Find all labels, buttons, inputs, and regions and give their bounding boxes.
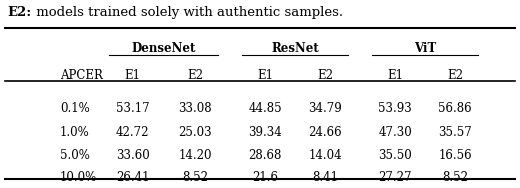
Text: 1.0%: 1.0% <box>60 126 89 139</box>
Text: E2:: E2: <box>8 6 32 19</box>
Text: 8.52: 8.52 <box>182 171 208 184</box>
Text: DenseNet: DenseNet <box>132 42 196 55</box>
Text: 0.1%: 0.1% <box>60 102 89 115</box>
Text: 53.93: 53.93 <box>379 102 412 115</box>
Text: 35.57: 35.57 <box>438 126 472 139</box>
Text: 44.85: 44.85 <box>249 102 282 115</box>
Text: 42.72: 42.72 <box>116 126 149 139</box>
Text: APCER: APCER <box>60 69 102 82</box>
Text: ViT: ViT <box>414 42 436 55</box>
Text: 35.50: 35.50 <box>379 149 412 161</box>
Text: 33.60: 33.60 <box>116 149 149 161</box>
Text: models trained solely with authentic samples.: models trained solely with authentic sam… <box>32 6 343 19</box>
Text: E2: E2 <box>447 69 463 82</box>
Text: 14.04: 14.04 <box>308 149 342 161</box>
Text: E2: E2 <box>187 69 203 82</box>
Text: 5.0%: 5.0% <box>60 149 89 161</box>
Text: 27.27: 27.27 <box>379 171 412 184</box>
Text: E1: E1 <box>387 69 403 82</box>
Text: 14.20: 14.20 <box>178 149 212 161</box>
Text: 10.0%: 10.0% <box>60 171 97 184</box>
Text: 24.66: 24.66 <box>308 126 342 139</box>
Text: 25.03: 25.03 <box>178 126 212 139</box>
Text: 56.86: 56.86 <box>438 102 472 115</box>
Text: 26.41: 26.41 <box>116 171 149 184</box>
Text: 53.17: 53.17 <box>116 102 149 115</box>
Text: 34.79: 34.79 <box>308 102 342 115</box>
Text: 21.6: 21.6 <box>252 171 278 184</box>
Text: 28.68: 28.68 <box>249 149 282 161</box>
Text: 8.52: 8.52 <box>442 171 468 184</box>
Text: E2: E2 <box>317 69 333 82</box>
Text: ResNet: ResNet <box>271 42 319 55</box>
Text: 47.30: 47.30 <box>379 126 412 139</box>
Text: 39.34: 39.34 <box>249 126 282 139</box>
Text: 16.56: 16.56 <box>438 149 472 161</box>
Text: E1: E1 <box>125 69 140 82</box>
Text: 8.41: 8.41 <box>312 171 338 184</box>
Text: E1: E1 <box>257 69 273 82</box>
Text: 33.08: 33.08 <box>178 102 212 115</box>
